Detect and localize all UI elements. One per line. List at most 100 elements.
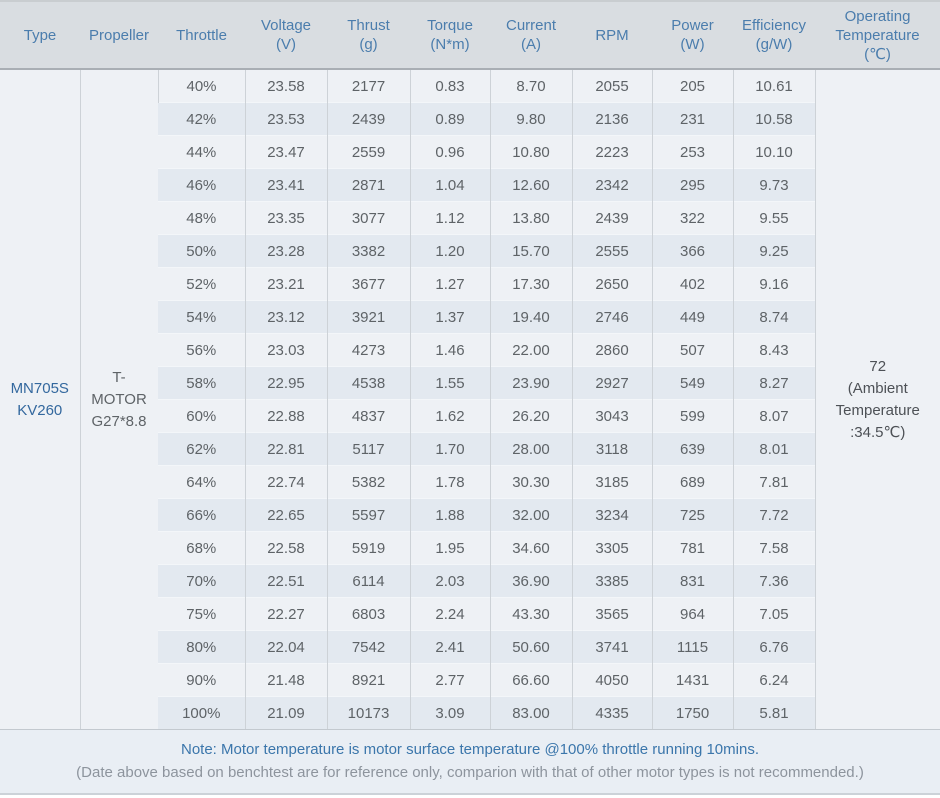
- rpm-cell: 4050: [571, 663, 652, 697]
- column-header-current: Current (A): [490, 1, 572, 70]
- throttle-cell: 42%: [158, 102, 245, 136]
- power-cell: 402: [651, 267, 733, 301]
- current-cell: 30.30: [489, 465, 572, 499]
- type-cell[interactable]: MN705S KV260: [0, 68, 80, 729]
- thrust-cell: 4538: [326, 366, 410, 400]
- rpm-cell: 3565: [571, 597, 652, 631]
- current-cell: 9.80: [489, 102, 572, 136]
- torque-cell: 3.09: [409, 696, 490, 729]
- rpm-cell: 2746: [571, 300, 652, 334]
- efficiency-cell: 5.81: [732, 696, 815, 729]
- header-row: Type Propeller Throttle Voltage (V) Thrus…: [0, 1, 940, 70]
- voltage-cell: 23.12: [244, 300, 327, 334]
- table-header: Type Propeller Throttle Voltage (V) Thrus…: [0, 1, 940, 70]
- voltage-cell: 23.28: [244, 234, 327, 268]
- throttle-cell: 58%: [158, 366, 245, 400]
- motor-spec-table: Type Propeller Throttle Voltage (V) Thrus…: [0, 0, 940, 729]
- column-header-operating-temperature: Operating Temperature (℃): [815, 1, 940, 70]
- voltage-cell: 22.74: [244, 465, 327, 499]
- torque-cell: 2.77: [409, 663, 490, 697]
- current-cell: 32.00: [489, 498, 572, 532]
- torque-cell: 1.88: [409, 498, 490, 532]
- torque-cell: 0.83: [409, 68, 490, 103]
- table-row: 50% 23.28 3382 1.20 15.70 2555 366 9.25: [0, 234, 940, 268]
- throttle-cell: 54%: [158, 300, 245, 334]
- thrust-cell: 3382: [326, 234, 410, 268]
- torque-cell: 1.95: [409, 531, 490, 565]
- thrust-cell: 4837: [326, 399, 410, 433]
- note-motor-temperature: Note: Motor temperature is motor surface…: [181, 741, 759, 758]
- column-header-torque: Torque (N*m): [410, 1, 490, 70]
- table-row: 68% 22.58 5919 1.95 34.60 3305 781 7.58: [0, 531, 940, 565]
- table-row: 58% 22.95 4538 1.55 23.90 2927 549 8.27: [0, 366, 940, 400]
- voltage-cell: 22.27: [244, 597, 327, 631]
- efficiency-cell: 10.10: [732, 135, 815, 169]
- thrust-cell: 3677: [326, 267, 410, 301]
- efficiency-cell: 8.01: [732, 432, 815, 466]
- rpm-cell: 3305: [571, 531, 652, 565]
- rpm-cell: 4335: [571, 696, 652, 729]
- current-cell: 26.20: [489, 399, 572, 433]
- table-row: 44% 23.47 2559 0.96 10.80 2223 253 10.10: [0, 135, 940, 169]
- power-cell: 964: [651, 597, 733, 631]
- column-header-voltage: Voltage (V): [245, 1, 327, 70]
- efficiency-cell: 8.43: [732, 333, 815, 367]
- current-cell: 13.80: [489, 201, 572, 235]
- torque-cell: 2.03: [409, 564, 490, 598]
- torque-cell: 1.55: [409, 366, 490, 400]
- current-cell: 8.70: [489, 68, 572, 103]
- throttle-cell: 52%: [158, 267, 245, 301]
- rpm-cell: 2223: [571, 135, 652, 169]
- throttle-cell: 75%: [158, 597, 245, 631]
- rpm-cell: 2055: [571, 68, 652, 103]
- efficiency-cell: 7.72: [732, 498, 815, 532]
- power-cell: 1431: [651, 663, 733, 697]
- power-cell: 231: [651, 102, 733, 136]
- column-header-type: Type: [0, 1, 80, 70]
- voltage-cell: 22.95: [244, 366, 327, 400]
- table-row: MN705S KV260 T-MOTOR G27*8.8 40% 23.58 2177 0…: [0, 68, 940, 729]
- rpm-cell: 2860: [571, 333, 652, 367]
- rpm-cell: 3043: [571, 399, 652, 433]
- power-cell: 449: [651, 300, 733, 334]
- thrust-cell: 2559: [326, 135, 410, 169]
- efficiency-cell: 7.36: [732, 564, 815, 598]
- thrust-cell: 10173: [326, 696, 410, 729]
- torque-cell: 1.04: [409, 168, 490, 202]
- table-row: 60% 22.88 4837 1.62 26.20 3043 599 8.07: [0, 399, 940, 433]
- column-header-efficiency: Efficiency (g/W): [733, 1, 815, 70]
- throttle-cell: 56%: [158, 333, 245, 367]
- throttle-cell: 70%: [158, 564, 245, 598]
- thrust-cell: 3077: [326, 201, 410, 235]
- torque-cell: 0.96: [409, 135, 490, 169]
- throttle-cell: 48%: [158, 201, 245, 235]
- voltage-cell: 23.53: [244, 102, 327, 136]
- current-cell: 15.70: [489, 234, 572, 268]
- footer-notes: Note: Motor temperature is motor surface…: [0, 729, 940, 795]
- rpm-cell: 3385: [571, 564, 652, 598]
- throttle-cell: 80%: [158, 630, 245, 664]
- efficiency-cell: 7.81: [732, 465, 815, 499]
- throttle-cell: 68%: [158, 531, 245, 565]
- efficiency-cell: 7.05: [732, 597, 815, 631]
- power-cell: 781: [651, 531, 733, 565]
- table-row: 70% 22.51 6114 2.03 36.90 3385 831 7.36: [0, 564, 940, 598]
- table-row: 54% 23.12 3921 1.37 19.40 2746 449 8.74: [0, 300, 940, 334]
- power-cell: 366: [651, 234, 733, 268]
- rpm-cell: 2342: [571, 168, 652, 202]
- column-header-thrust: Thrust (g): [327, 1, 410, 70]
- current-cell: 36.90: [489, 564, 572, 598]
- thrust-cell: 5919: [326, 531, 410, 565]
- thrust-cell: 6803: [326, 597, 410, 631]
- torque-cell: 2.41: [409, 630, 490, 664]
- torque-cell: 1.27: [409, 267, 490, 301]
- torque-cell: 0.89: [409, 102, 490, 136]
- torque-cell: 1.46: [409, 333, 490, 367]
- voltage-cell: 22.65: [244, 498, 327, 532]
- torque-cell: 1.20: [409, 234, 490, 268]
- efficiency-cell: 9.73: [732, 168, 815, 202]
- throttle-cell: 40%: [157, 68, 245, 103]
- power-cell: 253: [651, 135, 733, 169]
- throttle-cell: 66%: [158, 498, 245, 532]
- rpm-cell: 3741: [571, 630, 652, 664]
